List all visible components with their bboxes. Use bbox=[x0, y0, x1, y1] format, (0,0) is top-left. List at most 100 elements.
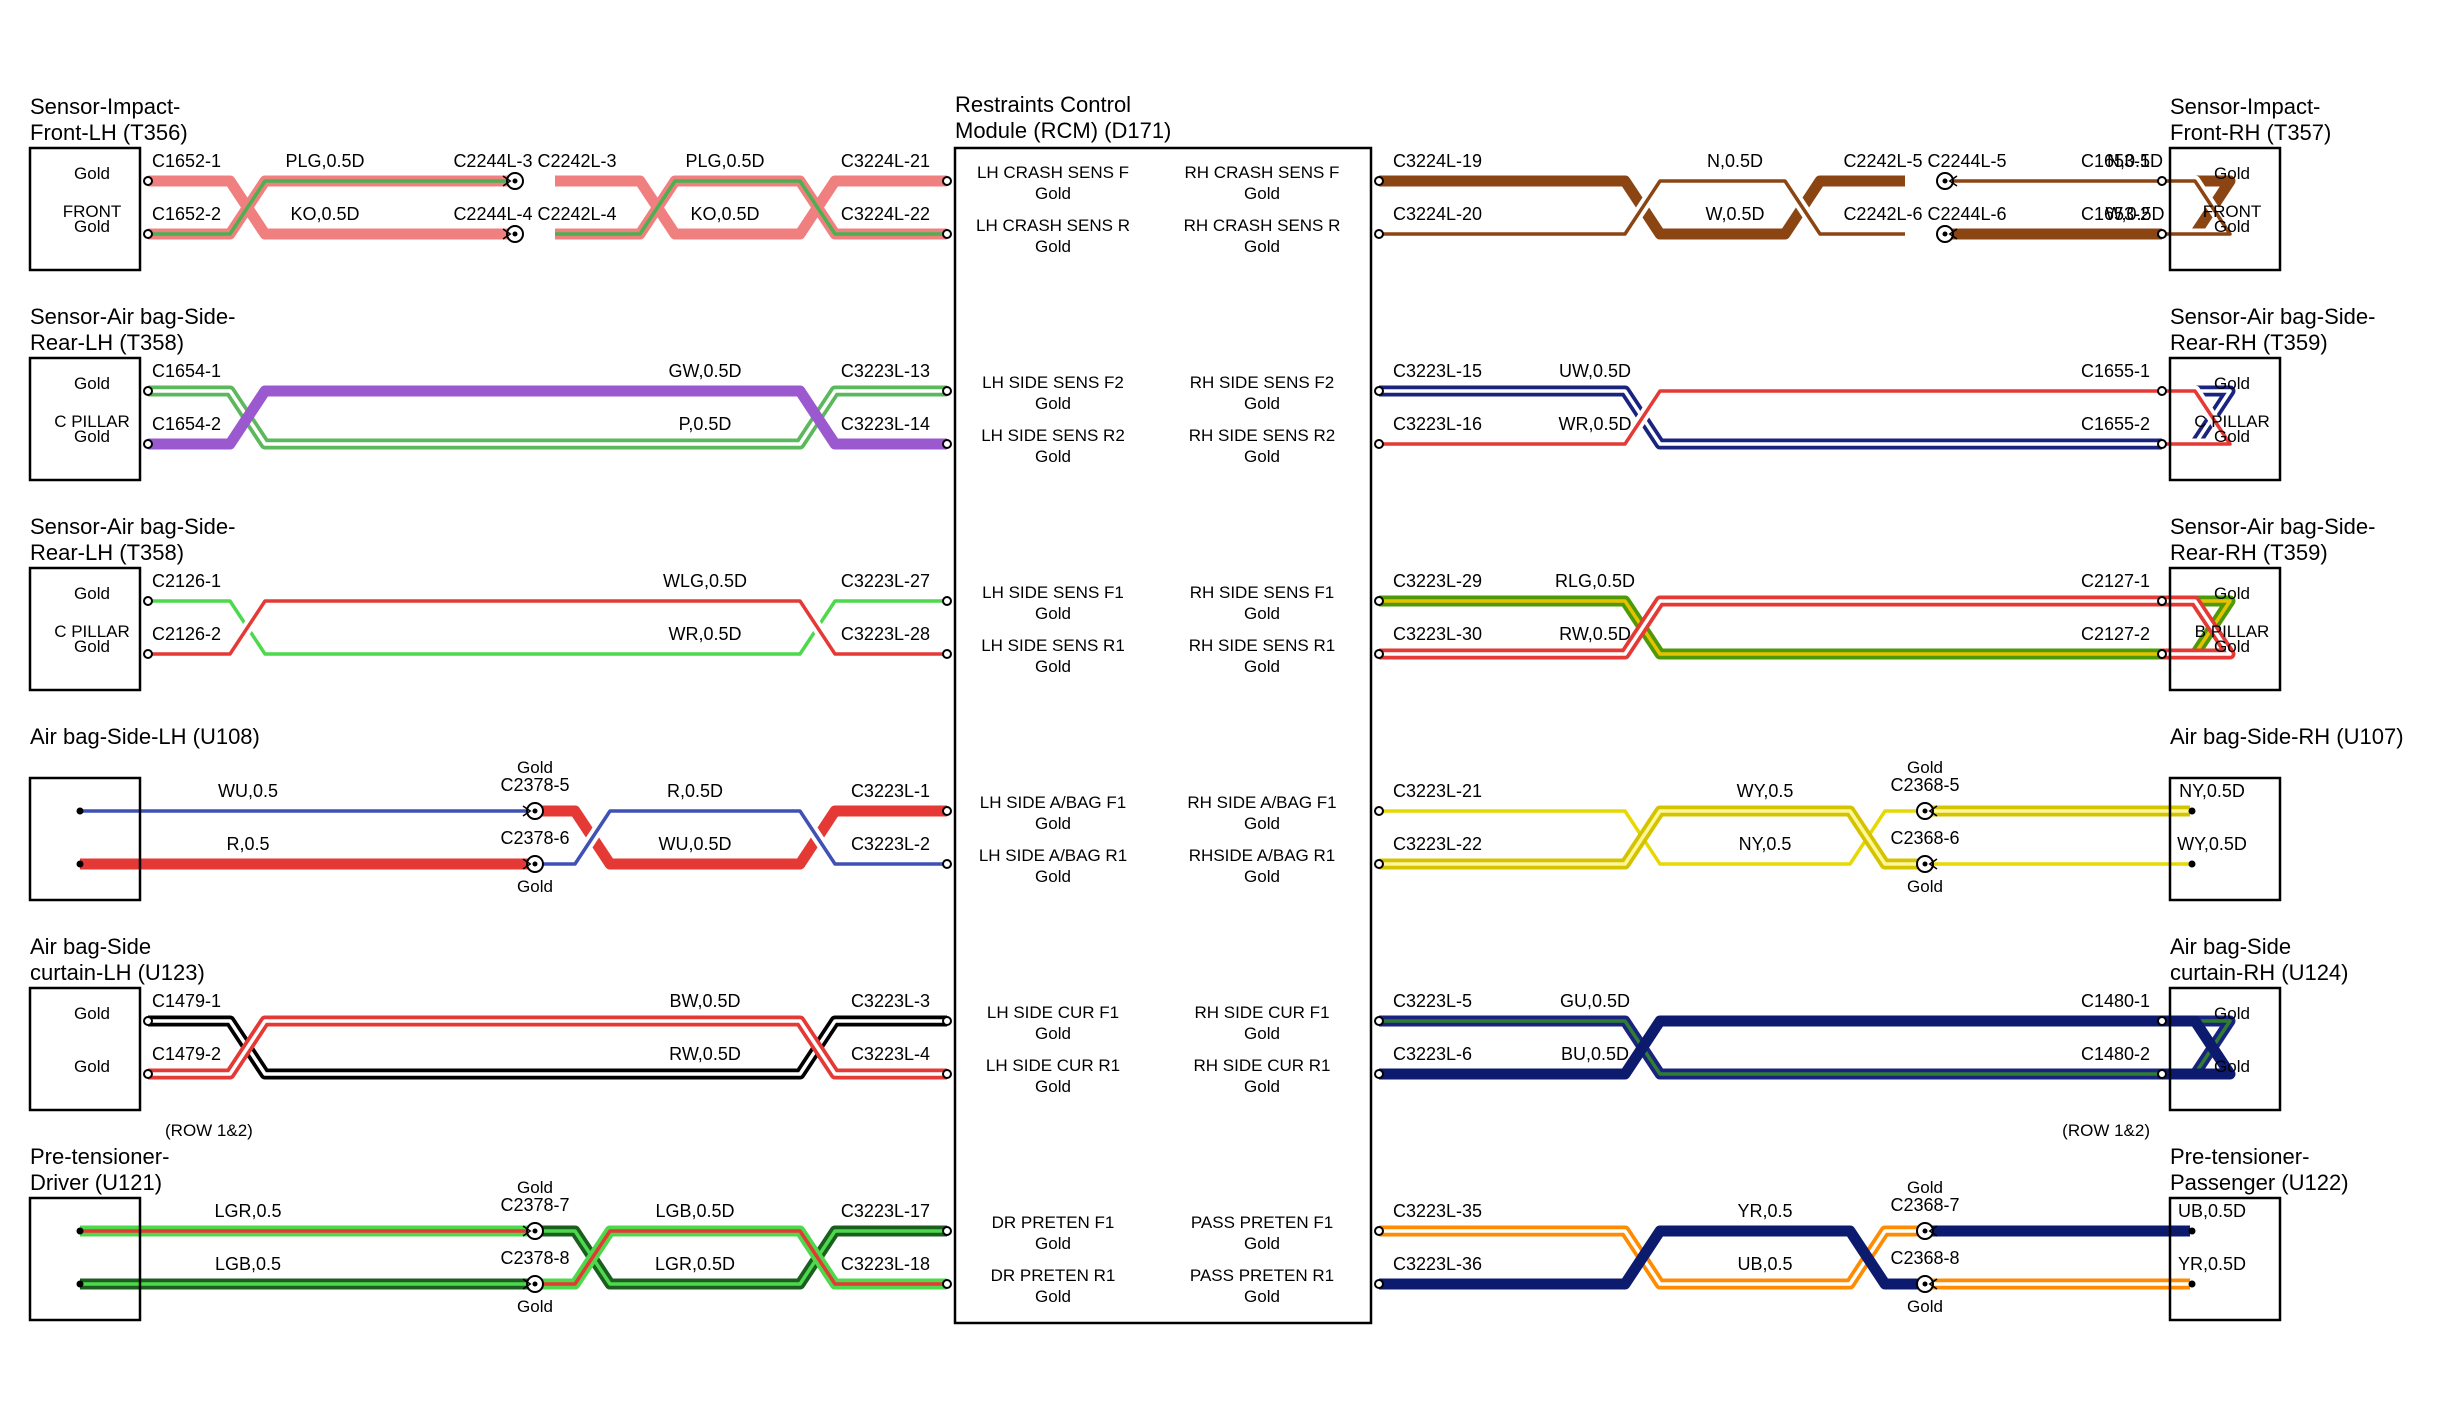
left-box-text-bottom: Gold bbox=[74, 637, 110, 656]
right-rcm-pin bbox=[1374, 229, 1384, 239]
left-inline-connector bbox=[522, 1275, 544, 1293]
left-box-text-bottom: Gold bbox=[74, 1057, 110, 1076]
left-inline-gold: Gold bbox=[517, 877, 553, 896]
left-wire-label: WR,0.5D bbox=[668, 624, 741, 644]
right-device-pin bbox=[2157, 596, 2167, 606]
connector-pin bbox=[1922, 861, 1928, 867]
right-rcm-pin-label: C3223L-22 bbox=[1393, 834, 1482, 854]
rcm-pin-gold-right: Gold bbox=[1244, 394, 1280, 413]
left-inline-connector bbox=[502, 172, 524, 190]
right-wire-label: NY,0.5 bbox=[1739, 834, 1792, 854]
right-inline-connector bbox=[1916, 802, 1938, 820]
right-wire-b-ny bbox=[1379, 805, 1925, 870]
left-rcm-pin bbox=[942, 806, 952, 816]
right-component-title: Sensor-Air bag-Side- bbox=[2170, 304, 2375, 329]
rcm-pin-gold-right: Gold bbox=[1244, 1024, 1280, 1043]
connector-chevron bbox=[502, 175, 512, 187]
left-rcm-pin-label: C3224L-22 bbox=[841, 204, 930, 224]
connector-pin bbox=[532, 1281, 538, 1287]
right-wire-label: UW,0.5D bbox=[1559, 361, 1631, 381]
left-wire-label: R,0.5D bbox=[667, 781, 723, 801]
connector-pin bbox=[1922, 808, 1928, 814]
right-rcm-pin-label: C3223L-30 bbox=[1393, 624, 1482, 644]
wire-stripe bbox=[535, 1229, 947, 1286]
right-wire-uw bbox=[1379, 385, 2236, 450]
right-inline-label: C2368-5 bbox=[1890, 775, 1959, 795]
left-box-text-mid: FRONT bbox=[63, 202, 122, 221]
right-rcm-pin-label: C3223L-29 bbox=[1393, 571, 1482, 591]
left-box-text-top: Gold bbox=[74, 164, 110, 183]
left-device-pin bbox=[143, 229, 153, 239]
right-rcm-pin bbox=[1374, 1226, 1384, 1236]
wire-stripe bbox=[148, 599, 947, 656]
rcm-pin-label-right: RH SIDE CUR R1 bbox=[1194, 1056, 1331, 1075]
left-wire-label: BW,0.5D bbox=[669, 991, 740, 1011]
rcm-pin-gold-right: Gold bbox=[1244, 867, 1280, 886]
right-component-box bbox=[2168, 146, 2282, 272]
left-device-pin bbox=[143, 1016, 153, 1026]
left-wire-label: KO,0.5D bbox=[290, 204, 359, 224]
rcm-pin-gold-right: Gold bbox=[1244, 1287, 1280, 1306]
rcm-pin-label-right: RH SIDE CUR F1 bbox=[1194, 1003, 1329, 1022]
rcm-pin-gold-right: Gold bbox=[1244, 237, 1280, 256]
wire-stripe bbox=[535, 1229, 947, 1286]
right-rcm-pin-label: C3223L-36 bbox=[1393, 1254, 1482, 1274]
left-wire-p bbox=[148, 385, 947, 450]
left-device-pin-label: C1652-1 bbox=[152, 151, 221, 171]
rcm-pin-label-left: LH SIDE SENS F2 bbox=[982, 373, 1124, 392]
left-component-box bbox=[28, 776, 142, 902]
wire-stripe bbox=[1379, 389, 2232, 446]
left-inline-connector bbox=[522, 855, 544, 873]
left-wire-wlg bbox=[148, 595, 947, 660]
right-wire-label: YR,0.5 bbox=[1737, 1201, 1792, 1221]
right-device-dot bbox=[2188, 860, 2196, 868]
left-device-pin-label: C1654-1 bbox=[152, 361, 221, 381]
left-device-pin-label: C1479-2 bbox=[152, 1044, 221, 1064]
wires-layer bbox=[80, 175, 2236, 1290]
right-inline-gold: Gold bbox=[1907, 758, 1943, 777]
left-device-pin-label: C1652-2 bbox=[152, 204, 221, 224]
left-component-id: Rear-LH (T358) bbox=[30, 330, 184, 355]
right-component-box bbox=[2168, 776, 2282, 902]
left-rcm-pin-label: C3224L-21 bbox=[841, 151, 930, 171]
right-wire-label: RW,0.5D bbox=[1559, 624, 1631, 644]
rcm-pin-label-right: RH CRASH SENS F bbox=[1185, 163, 1340, 182]
connector-chevron bbox=[522, 1278, 532, 1290]
wire-stripe bbox=[535, 809, 947, 866]
connector-chevron bbox=[522, 858, 532, 870]
left-device-pin-label: C2126-1 bbox=[152, 571, 221, 591]
rcm-pin-gold-left: Gold bbox=[1035, 237, 1071, 256]
rcm-pin-label-left: LH SIDE SENS F1 bbox=[982, 583, 1124, 602]
connector-pin bbox=[1942, 231, 1948, 237]
right-device-pin-label: C1480-2 bbox=[2081, 1044, 2150, 1064]
left-device-pin-label: C1479-1 bbox=[152, 991, 221, 1011]
right-wire-label: YR,0.5D bbox=[2178, 1254, 2246, 1274]
left-inline-label: C2378-8 bbox=[500, 1248, 569, 1268]
wire-stripe bbox=[1379, 809, 1925, 866]
right-device-pin-label: C2127-1 bbox=[2081, 571, 2150, 591]
right-rcm-pin bbox=[1374, 1279, 1384, 1289]
right-wire-gu bbox=[1379, 1015, 2236, 1080]
right-wire-a-w bbox=[1945, 175, 2236, 240]
rcm-pin-gold-left: Gold bbox=[1035, 867, 1071, 886]
right-wire-label: N,0.5D bbox=[2107, 151, 2163, 171]
rcm-pin-label-right: PASS PRETEN F1 bbox=[1191, 1213, 1333, 1232]
right-wire-label: W,0.5D bbox=[2105, 204, 2164, 224]
left-inline-label: C2244L-3 C2242L-3 bbox=[453, 151, 616, 171]
rcm-box bbox=[953, 146, 1373, 1325]
rcm-pin-label-right: PASS PRETEN R1 bbox=[1190, 1266, 1334, 1285]
left-component-id: Driver (U121) bbox=[30, 1170, 162, 1195]
left-wire-b-r bbox=[535, 805, 947, 870]
right-rcm-pin bbox=[1374, 439, 1384, 449]
right-device-pin-label: C1480-1 bbox=[2081, 991, 2150, 1011]
rcm-pin-label-left: DR PRETEN F1 bbox=[992, 1213, 1115, 1232]
right-inline-label: C2368-7 bbox=[1890, 1195, 1959, 1215]
right-wire-wr bbox=[1379, 385, 2236, 450]
left-component-title: Sensor-Air bag-Side- bbox=[30, 304, 235, 329]
wire-stripe bbox=[1379, 599, 2232, 656]
left-wire-label: WLG,0.5D bbox=[663, 571, 747, 591]
right-rcm-pin-label: C3223L-6 bbox=[1393, 1044, 1472, 1064]
right-inline-label: C2242L-6 C2244L-6 bbox=[1843, 204, 2006, 224]
rcm-pin-gold-left: Gold bbox=[1035, 814, 1071, 833]
